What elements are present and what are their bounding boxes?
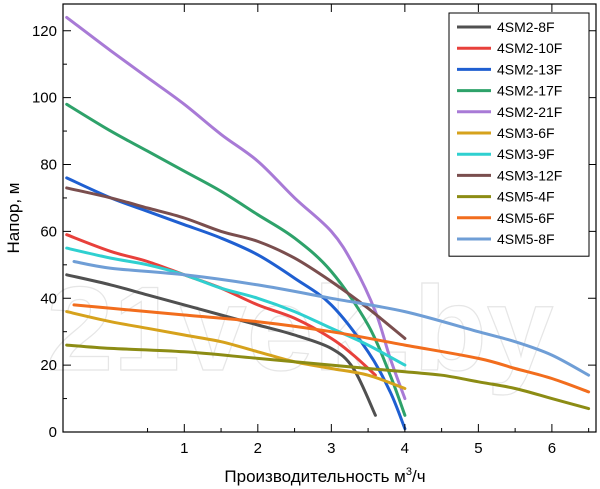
legend-label: 4SM3-12F bbox=[497, 167, 562, 183]
legend-label: 4SM5-8F bbox=[497, 231, 555, 247]
x-tick-label: 3 bbox=[327, 440, 335, 457]
legend-entry: 4SM5-4F bbox=[457, 189, 555, 205]
legend-label: 4SM2-10F bbox=[497, 40, 562, 56]
legend-entry: 4SM5-6F bbox=[457, 210, 555, 226]
legend-entry: 4SM2-8F bbox=[457, 19, 555, 35]
legend-box bbox=[448, 12, 590, 257]
y-tick-label: 120 bbox=[32, 23, 57, 40]
y-tick-label: 100 bbox=[32, 90, 57, 107]
x-tick-label: 5 bbox=[474, 440, 482, 457]
legend-entry: 4SM3-9F bbox=[457, 146, 555, 162]
series-line-4sm5-4f bbox=[65, 343, 591, 411]
legend-label: 4SM2-13F bbox=[497, 61, 562, 77]
y-tick-label: 20 bbox=[40, 357, 57, 374]
legend-label: 4SM3-6F bbox=[497, 125, 555, 141]
series-line-4sm3-12f bbox=[65, 186, 407, 340]
x-axis-title-sup: 3 bbox=[406, 466, 412, 478]
x-tick-label: 6 bbox=[548, 440, 556, 457]
legend-label: 4SM2-21F bbox=[497, 104, 562, 120]
series-line-4sm5-8f bbox=[72, 260, 591, 377]
legend-entry: 4SM3-12F bbox=[457, 167, 562, 183]
legend-label: 4SM2-17F bbox=[497, 83, 562, 99]
y-tick-label: 60 bbox=[40, 223, 57, 240]
series-line-4sm2-10f bbox=[65, 233, 377, 377]
legend-entry: 4SM5-8F bbox=[457, 231, 555, 247]
series-line-4sm3-9f bbox=[65, 246, 407, 367]
series-line-4sm3-6f bbox=[65, 310, 407, 390]
legend: 4SM2-8F 4SM2-10F 4SM2-13F 4SM2-17F 4SM2-21F 4… bbox=[448, 12, 590, 257]
legend-label: 4SM3-9F bbox=[497, 146, 555, 162]
legend-label: 4SM2-8F bbox=[497, 19, 555, 35]
x-axis-title: Производительность м3/ч bbox=[224, 466, 425, 486]
legend-entry: 4SM2-10F bbox=[457, 40, 562, 56]
x-tick-label: 4 bbox=[401, 440, 409, 457]
series-layer bbox=[65, 15, 591, 431]
plot-border bbox=[62, 3, 597, 433]
legend-entry: 4SM2-13F bbox=[457, 61, 562, 77]
y-tick-label: 40 bbox=[40, 290, 57, 307]
legend-entry: 4SM2-21F bbox=[457, 104, 562, 120]
legend-entry: 4SM2-17F bbox=[457, 83, 562, 99]
x-tick-label: 1 bbox=[180, 440, 188, 457]
y-axis-title: Напор, м bbox=[4, 183, 23, 254]
legend-entry: 4SM3-6F bbox=[457, 125, 555, 141]
x-axis-title-tail: /ч bbox=[412, 467, 426, 486]
series-line-4sm5-6f bbox=[72, 303, 591, 394]
y-tick-label: 80 bbox=[40, 157, 57, 174]
x-axis-title-main: Производительность м bbox=[224, 467, 405, 486]
plot-frame bbox=[62, 3, 597, 433]
legend-label: 4SM5-6F bbox=[497, 210, 555, 226]
series-line-4sm2-13f bbox=[65, 176, 407, 431]
legend-label: 4SM5-4F bbox=[497, 189, 555, 205]
x-tick-label: 2 bbox=[254, 440, 262, 457]
y-tick-label: 0 bbox=[49, 424, 57, 441]
